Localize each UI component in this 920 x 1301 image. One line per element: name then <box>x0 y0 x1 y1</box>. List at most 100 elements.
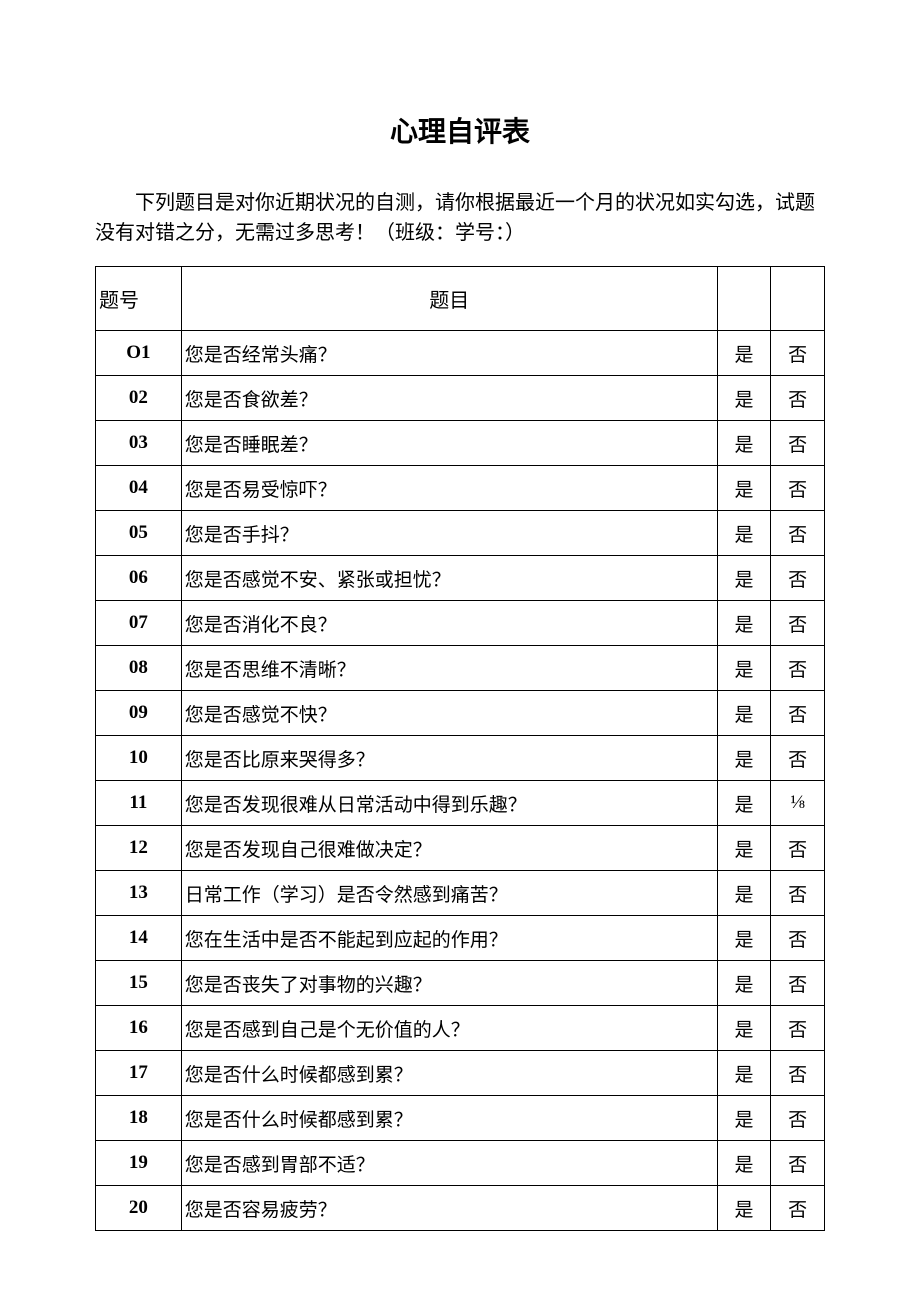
cell-num: 14 <box>96 916 182 961</box>
cell-question: 您是否睡眠差？ <box>181 421 717 466</box>
instructions-text: 下列题目是对你近期状况的自测，请你根据最近一个月的状况如实勾选，试题没有对错之分… <box>95 188 825 248</box>
cell-yes[interactable]: 是 <box>717 421 771 466</box>
cell-no[interactable]: 否 <box>771 1141 825 1186</box>
header-no <box>771 267 825 331</box>
cell-no[interactable]: 否 <box>771 466 825 511</box>
cell-question: 您是否易受惊吓？ <box>181 466 717 511</box>
table-row: 09您是否感觉不快？是否 <box>96 691 825 736</box>
table-header-row: 题号 题目 <box>96 267 825 331</box>
cell-question: 您是否比原来哭得多？ <box>181 736 717 781</box>
cell-no[interactable]: 否 <box>771 736 825 781</box>
cell-no[interactable]: 否 <box>771 1006 825 1051</box>
cell-no[interactable]: 否 <box>771 646 825 691</box>
cell-no[interactable]: 否 <box>771 871 825 916</box>
table-row: 20您是否容易疲劳？是否 <box>96 1186 825 1231</box>
cell-yes[interactable]: 是 <box>717 331 771 376</box>
cell-question: 您在生活中是否不能起到应起的作用？ <box>181 916 717 961</box>
table-row: 19您是否感到胃部不适？是否 <box>96 1141 825 1186</box>
cell-num: 15 <box>96 961 182 1006</box>
cell-yes[interactable]: 是 <box>717 736 771 781</box>
cell-no[interactable]: 否 <box>771 601 825 646</box>
cell-no[interactable]: 否 <box>771 1186 825 1231</box>
table-row: 08您是否思维不清晰？是否 <box>96 646 825 691</box>
table-row: 16您是否感到自己是个无价值的人？是否 <box>96 1006 825 1051</box>
cell-question: 您是否什么时候都感到累？ <box>181 1096 717 1141</box>
cell-no[interactable]: 否 <box>771 916 825 961</box>
cell-num: 02 <box>96 376 182 421</box>
cell-no[interactable]: 否 <box>771 961 825 1006</box>
cell-question: 您是否容易疲劳？ <box>181 1186 717 1231</box>
cell-num: 10 <box>96 736 182 781</box>
cell-num: 06 <box>96 556 182 601</box>
cell-yes[interactable]: 是 <box>717 1096 771 1141</box>
cell-question: 您是否丧失了对事物的兴趣？ <box>181 961 717 1006</box>
cell-no[interactable]: 否 <box>771 826 825 871</box>
cell-question: 您是否什么时候都感到累？ <box>181 1051 717 1096</box>
cell-no[interactable]: 否 <box>771 331 825 376</box>
cell-yes[interactable]: 是 <box>717 1006 771 1051</box>
cell-no[interactable]: 否 <box>771 1096 825 1141</box>
cell-num: 08 <box>96 646 182 691</box>
cell-no[interactable]: 否 <box>771 1051 825 1096</box>
cell-no[interactable]: 否 <box>771 421 825 466</box>
table-row: O1您是否经常头痛？是否 <box>96 331 825 376</box>
table-row: 11您是否发现很难从日常活动中得到乐趣？是⅛ <box>96 781 825 826</box>
cell-yes[interactable]: 是 <box>717 646 771 691</box>
cell-num: 18 <box>96 1096 182 1141</box>
cell-question: 您是否感觉不快？ <box>181 691 717 736</box>
cell-yes[interactable]: 是 <box>717 1186 771 1231</box>
table-row: 15您是否丧失了对事物的兴趣？是否 <box>96 961 825 1006</box>
table-row: 03您是否睡眠差？是否 <box>96 421 825 466</box>
table-row: 07您是否消化不良？是否 <box>96 601 825 646</box>
table-row: 14您在生活中是否不能起到应起的作用？是否 <box>96 916 825 961</box>
cell-question: 您是否思维不清晰？ <box>181 646 717 691</box>
cell-num: 13 <box>96 871 182 916</box>
table-row: 02您是否食欲差？是否 <box>96 376 825 421</box>
cell-question: 您是否手抖？ <box>181 511 717 556</box>
cell-yes[interactable]: 是 <box>717 961 771 1006</box>
cell-question: 您是否发现自己很难做决定？ <box>181 826 717 871</box>
cell-no[interactable]: 否 <box>771 691 825 736</box>
cell-num: 12 <box>96 826 182 871</box>
cell-yes[interactable]: 是 <box>717 916 771 961</box>
cell-question: 您是否发现很难从日常活动中得到乐趣？ <box>181 781 717 826</box>
table-row: 10您是否比原来哭得多？是否 <box>96 736 825 781</box>
page-title: 心理自评表 <box>95 110 825 150</box>
cell-question: 您是否食欲差？ <box>181 376 717 421</box>
cell-question: 日常工作（学习）是否令然感到痛苦？ <box>181 871 717 916</box>
header-question: 题目 <box>181 267 717 331</box>
cell-num: 16 <box>96 1006 182 1051</box>
cell-num: 19 <box>96 1141 182 1186</box>
cell-yes[interactable]: 是 <box>717 376 771 421</box>
table-row: 18您是否什么时候都感到累？是否 <box>96 1096 825 1141</box>
cell-no[interactable]: 否 <box>771 511 825 556</box>
cell-yes[interactable]: 是 <box>717 601 771 646</box>
cell-num: 20 <box>96 1186 182 1231</box>
cell-yes[interactable]: 是 <box>717 511 771 556</box>
cell-no[interactable]: 否 <box>771 376 825 421</box>
table-row: 06您是否感觉不安、紧张或担忧？是否 <box>96 556 825 601</box>
cell-yes[interactable]: 是 <box>717 691 771 736</box>
cell-yes[interactable]: 是 <box>717 826 771 871</box>
cell-yes[interactable]: 是 <box>717 556 771 601</box>
header-yes <box>717 267 771 331</box>
cell-question: 您是否经常头痛？ <box>181 331 717 376</box>
table-row: 04您是否易受惊吓？是否 <box>96 466 825 511</box>
cell-num: O1 <box>96 331 182 376</box>
cell-yes[interactable]: 是 <box>717 1141 771 1186</box>
table-row: 12您是否发现自己很难做决定？是否 <box>96 826 825 871</box>
cell-num: 05 <box>96 511 182 556</box>
table-row: 13日常工作（学习）是否令然感到痛苦？是否 <box>96 871 825 916</box>
cell-yes[interactable]: 是 <box>717 466 771 511</box>
cell-num: 03 <box>96 421 182 466</box>
cell-num: 17 <box>96 1051 182 1096</box>
cell-num: 11 <box>96 781 182 826</box>
cell-yes[interactable]: 是 <box>717 781 771 826</box>
cell-num: 07 <box>96 601 182 646</box>
cell-yes[interactable]: 是 <box>717 871 771 916</box>
cell-question: 您是否感到胃部不适？ <box>181 1141 717 1186</box>
header-num: 题号 <box>96 267 182 331</box>
cell-no[interactable]: 否 <box>771 556 825 601</box>
cell-yes[interactable]: 是 <box>717 1051 771 1096</box>
cell-no[interactable]: ⅛ <box>771 781 825 826</box>
